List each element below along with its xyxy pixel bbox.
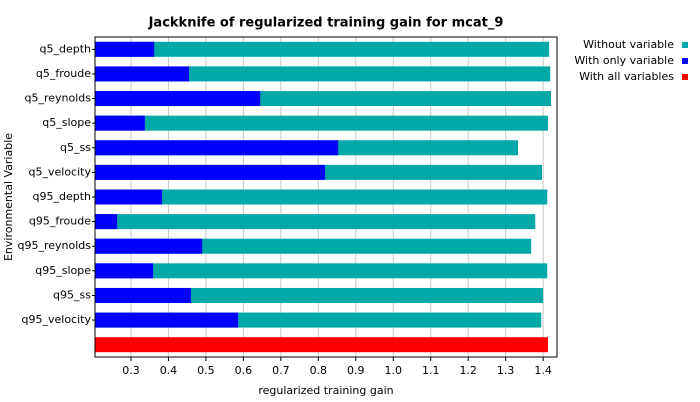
y-tick-label: q5_ss	[60, 141, 91, 154]
y-tick-label: q5_velocity	[29, 165, 92, 178]
x-tick-label: 0.6	[235, 364, 253, 377]
bar	[95, 115, 549, 131]
bar	[95, 66, 190, 82]
x-tick-label: 0.7	[272, 364, 290, 377]
bar	[95, 214, 536, 230]
legend-swatch	[682, 58, 688, 64]
y-tick-label: q95_velocity	[22, 313, 92, 326]
legend-swatch	[682, 74, 688, 80]
bar	[95, 189, 548, 205]
bar	[95, 238, 203, 254]
bar	[95, 337, 549, 353]
y-tick-label: q5_depth	[40, 42, 92, 55]
bar	[95, 312, 239, 328]
x-tick-label: 1.1	[422, 364, 440, 377]
bar	[95, 41, 155, 57]
bar	[95, 164, 326, 180]
y-tick-label: q95_reynolds	[17, 239, 91, 252]
x-tick-label: 1.2	[459, 364, 477, 377]
plot-frame	[94, 36, 558, 358]
y-tick-label: q5_froude	[36, 67, 91, 80]
x-tick-label: 1.4	[534, 364, 552, 377]
bar	[95, 189, 163, 205]
x-tick-label: 1.0	[385, 364, 403, 377]
x-axis-title: regularized training gain	[258, 384, 393, 397]
bar	[95, 140, 339, 156]
y-axis-title: Environmental Variable	[2, 133, 15, 261]
x-tick-label: 0.9	[347, 364, 365, 377]
y-tick-label: q5_reynolds	[24, 92, 91, 105]
bar	[95, 115, 145, 131]
y-tick-label: q95_depth	[33, 190, 92, 203]
x-tick-label: 1.3	[497, 364, 515, 377]
y-tick-label: q95_ss	[53, 288, 91, 301]
legend-label: With only variable	[574, 54, 674, 67]
bar	[95, 263, 548, 279]
legend-label: With all variables	[579, 70, 674, 83]
y-tick-label: q5_slope	[42, 116, 91, 129]
x-tick-label: 0.5	[197, 364, 215, 377]
bar	[95, 214, 118, 230]
bar	[95, 91, 261, 107]
bar	[95, 287, 191, 303]
bar	[95, 66, 551, 82]
bar	[95, 287, 544, 303]
x-tick-label: 0.8	[310, 364, 328, 377]
chart-title: Jackknife of regularized training gain f…	[148, 16, 504, 31]
legend-swatch	[682, 42, 688, 48]
x-tick-label: 0.3	[122, 364, 140, 377]
x-tick-label: 0.4	[160, 364, 178, 377]
bar	[95, 263, 154, 279]
y-tick-label: q95_froude	[29, 215, 91, 228]
bar	[95, 238, 532, 254]
bar	[95, 41, 550, 57]
legend-label: Without variable	[583, 38, 674, 51]
y-tick-label: q95_slope	[35, 264, 91, 277]
